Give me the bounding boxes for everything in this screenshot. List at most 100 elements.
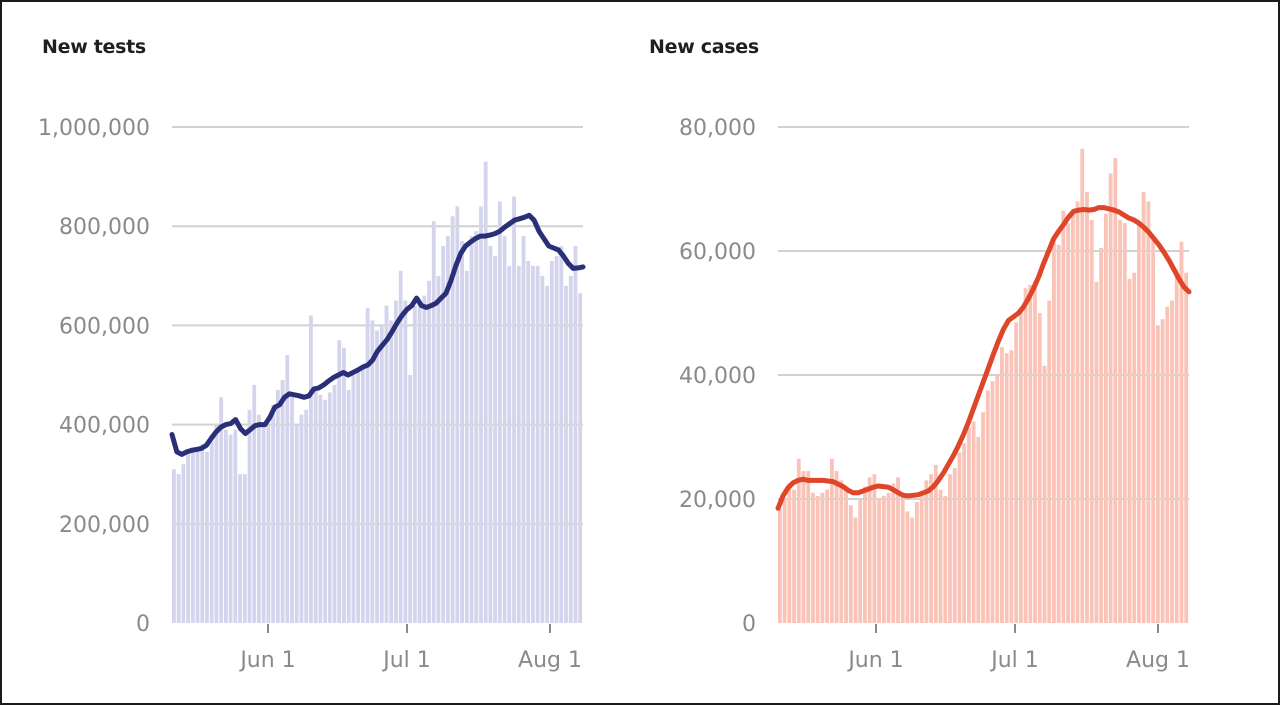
y-tick-label: 60,000: [679, 240, 756, 265]
bars: [172, 161, 583, 624]
bar: [948, 474, 952, 623]
bar: [900, 492, 905, 623]
bar: [1042, 365, 1047, 623]
bar: [1028, 285, 1033, 623]
bar: [1174, 269, 1179, 623]
bar: [886, 492, 891, 623]
bar: [474, 231, 479, 623]
bar: [839, 480, 844, 623]
bar: [365, 308, 370, 623]
bar: [1184, 272, 1189, 623]
bar: [242, 474, 247, 623]
bar: [1061, 210, 1066, 623]
bar: [280, 379, 285, 623]
bar: [1160, 319, 1165, 623]
bar: [384, 305, 389, 623]
bar: [578, 293, 583, 623]
bar: [427, 280, 431, 623]
bar: [891, 483, 896, 623]
y-tick-label: 200,000: [59, 513, 150, 538]
bar: [1009, 350, 1014, 623]
y-tick-label: 1,000,000: [38, 116, 150, 141]
bar: [1070, 213, 1075, 624]
bar: [806, 471, 811, 623]
bar: [455, 206, 460, 624]
bar: [1000, 347, 1004, 623]
bar: [919, 492, 924, 623]
bar: [446, 236, 450, 623]
bars: [778, 148, 1189, 624]
bar: [1085, 192, 1089, 623]
bar: [351, 375, 356, 623]
new-cases-panel: New cases 0 20,000 40,000 60,000 80,000 Jun 1…: [640, 0, 1280, 705]
bar: [872, 474, 877, 623]
bar: [910, 517, 915, 623]
bar: [877, 499, 882, 623]
bar: [337, 340, 342, 623]
bar: [360, 365, 365, 623]
y-tick-label: 600,000: [59, 314, 150, 339]
bar: [271, 404, 276, 623]
bar: [285, 355, 290, 623]
chart-title-new-tests: New tests: [42, 36, 146, 58]
x-tick-label: Jun 1: [846, 648, 903, 673]
bar: [469, 236, 474, 623]
bar: [943, 495, 948, 623]
bar: [507, 265, 512, 623]
bar: [545, 285, 550, 623]
bar: [464, 270, 469, 623]
y-tick-label: 0: [136, 612, 150, 637]
bar: [867, 477, 872, 623]
bar: [257, 414, 261, 623]
bar: [195, 449, 200, 623]
bar: [403, 300, 408, 623]
bar: [479, 206, 483, 624]
x-tick-label: Aug 1: [518, 648, 582, 673]
bar: [408, 375, 413, 623]
y-tick-label: 400,000: [59, 414, 150, 439]
bar: [417, 300, 422, 623]
bar: [521, 236, 526, 623]
bar: [535, 265, 540, 623]
bar: [863, 486, 867, 623]
bar: [186, 451, 190, 623]
bar: [1141, 192, 1146, 623]
bar: [1052, 238, 1056, 623]
bar: [342, 347, 346, 623]
bar: [1146, 201, 1151, 623]
bar: [896, 477, 900, 623]
bar: [1132, 272, 1137, 623]
bar: [238, 474, 242, 623]
bar: [957, 452, 962, 623]
bar: [1179, 241, 1184, 623]
bar: [389, 320, 394, 623]
new-tests-panel: New tests 0 200,000 400,000 600,000 800,000 1…: [38, 36, 586, 673]
bar: [1056, 244, 1061, 624]
bar: [375, 330, 379, 623]
bar: [252, 384, 257, 623]
bar: [858, 499, 863, 623]
bar: [483, 161, 488, 623]
bar: [811, 492, 815, 623]
bar: [332, 384, 337, 623]
bar: [318, 394, 323, 623]
bar: [1118, 220, 1122, 623]
y-tick-label: 800,000: [59, 215, 150, 240]
bar: [304, 409, 309, 623]
y-tick-label: 80,000: [679, 116, 756, 141]
bar: [1137, 223, 1141, 623]
bar: [981, 412, 985, 623]
bar: [398, 270, 403, 623]
bar: [971, 421, 976, 623]
bar: [1127, 278, 1132, 623]
new-tests-chart: 0 200,000 400,000 600,000 800,000 1,000,000 Ju…: [38, 116, 586, 673]
bar: [1122, 223, 1127, 623]
bar: [985, 390, 990, 623]
x-tick-label: Aug 1: [1126, 648, 1190, 673]
bar: [313, 389, 318, 623]
bar: [1170, 300, 1174, 623]
bar: [573, 246, 578, 624]
bar: [450, 216, 455, 623]
new-cases-chart: 0 20,000 40,000 60,000 80,000 Jun 1 Jul 1 Aug 1: [679, 116, 1192, 673]
bar: [1075, 201, 1080, 623]
